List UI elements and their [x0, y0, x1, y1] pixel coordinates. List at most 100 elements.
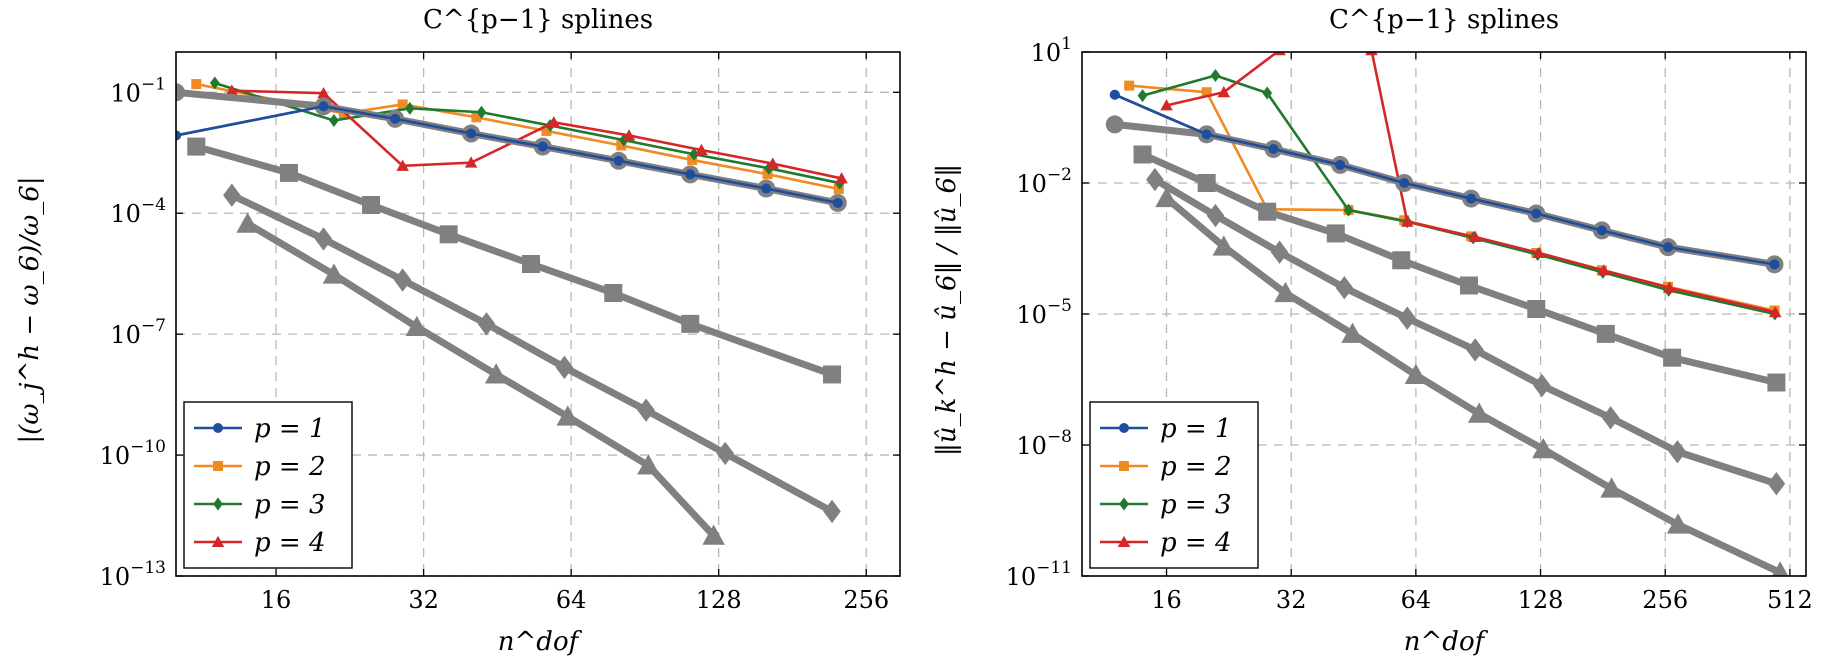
series-line-reference	[1151, 176, 1780, 488]
y-tick-label: 10−13	[100, 558, 166, 591]
data-point	[1210, 68, 1221, 82]
data-point	[537, 141, 548, 152]
chart-title: C^{p−1} splines	[423, 5, 653, 35]
data-point	[1262, 86, 1273, 100]
y-tick-label: 10−4	[110, 195, 166, 228]
data-point	[1201, 129, 1212, 140]
series-line-reference	[192, 143, 836, 378]
data-point	[1600, 477, 1623, 498]
x-tick-label: 16	[1151, 586, 1182, 614]
x-tick-label: 256	[1642, 586, 1688, 614]
data-point	[1137, 89, 1148, 103]
data-point	[547, 116, 561, 128]
data-point	[1668, 440, 1687, 464]
data-point	[1343, 203, 1354, 217]
data-point	[236, 212, 259, 233]
data-point	[329, 113, 339, 127]
data-point	[1531, 208, 1542, 219]
data-point	[689, 147, 699, 161]
data-point	[1335, 159, 1346, 170]
legend-box	[1089, 401, 1259, 569]
data-point	[695, 143, 708, 156]
data-point	[1326, 224, 1345, 243]
data-point	[1335, 276, 1354, 300]
legend-marker	[213, 461, 223, 471]
data-point	[390, 113, 401, 124]
legend-label: p = 2	[1160, 452, 1232, 482]
data-point	[1109, 89, 1120, 100]
legend-label: p = 1	[254, 414, 326, 444]
legend-marker	[1117, 535, 1131, 547]
plot-frame	[175, 51, 901, 577]
data-point	[1769, 305, 1782, 318]
series-group	[176, 76, 848, 545]
data-point	[1398, 306, 1417, 330]
data-point	[187, 137, 206, 156]
data-point	[1155, 186, 1178, 208]
legend: p = 1 p = 2 p = 3 p = 4	[183, 401, 353, 569]
data-point	[556, 405, 580, 426]
data-point	[209, 76, 220, 90]
series-line-reference	[1139, 150, 1780, 386]
data-point	[613, 155, 624, 166]
data-point	[1468, 230, 1482, 242]
series-line-reference	[1163, 194, 1784, 576]
chart-title: C^{p−1} splines	[1329, 5, 1559, 35]
data-point	[823, 499, 841, 524]
data-point	[1217, 85, 1231, 98]
data-point	[484, 363, 508, 384]
legend-label: p = 4	[1160, 528, 1232, 558]
data-point	[1769, 259, 1780, 270]
data-point	[762, 169, 773, 180]
data-point	[225, 84, 239, 96]
y-tick-label: 10−11	[1006, 558, 1072, 591]
data-point	[1404, 363, 1428, 385]
data-point	[1273, 52, 1286, 56]
y-axis-label: ‖û_k^h − û_6‖ / ‖û_6‖	[932, 164, 962, 456]
data-point	[191, 79, 202, 90]
data-point	[1596, 324, 1615, 343]
data-point	[1771, 561, 1789, 576]
series-line-p=3	[213, 81, 842, 185]
data-point	[1466, 338, 1484, 362]
legend: p = 1 p = 2 p = 3 p = 4	[1089, 401, 1259, 569]
data-point	[1341, 322, 1364, 343]
x-tick-label: 32	[408, 586, 439, 614]
data-point	[1597, 264, 1611, 276]
chart-panel-1: 16 32 64 128 256 10−13 10−10 10−7 10−4 10−1 C^{p−1…	[15, 5, 901, 657]
x-tick-label: 512	[1767, 586, 1813, 614]
data-point	[1467, 402, 1491, 423]
data-point	[1105, 115, 1124, 134]
legend-label: p = 3	[254, 490, 326, 520]
data-point	[439, 225, 458, 244]
data-point	[604, 283, 623, 302]
data-point	[766, 157, 779, 169]
chart-panel-2: 16 32 64 128 256 512 10−11 10−8 10−5 10−2 101 C^{p−…	[932, 5, 1813, 657]
data-point	[1392, 251, 1411, 270]
data-point	[322, 263, 346, 284]
data-point	[1767, 373, 1786, 392]
data-point	[176, 130, 181, 141]
data-point	[1663, 348, 1682, 367]
data-point	[476, 105, 487, 119]
data-point	[1533, 373, 1551, 398]
data-point	[223, 183, 241, 207]
legend-marker	[1119, 423, 1129, 433]
data-point	[1201, 87, 1212, 98]
legend-marker	[213, 497, 223, 511]
data-point	[702, 524, 725, 545]
data-point	[637, 454, 660, 475]
y-tick-label: 10−5	[1016, 296, 1072, 329]
data-point	[471, 112, 482, 123]
series-line-p=1	[176, 104, 840, 205]
data-point	[1268, 144, 1279, 155]
data-point	[637, 398, 655, 422]
data-point	[1146, 167, 1164, 192]
y-tick-label: 10−7	[110, 316, 166, 349]
data-point	[1596, 225, 1607, 236]
data-point	[832, 197, 843, 208]
data-point	[1270, 240, 1289, 264]
data-point	[716, 441, 735, 466]
y-tick-label: 101	[1031, 34, 1072, 67]
